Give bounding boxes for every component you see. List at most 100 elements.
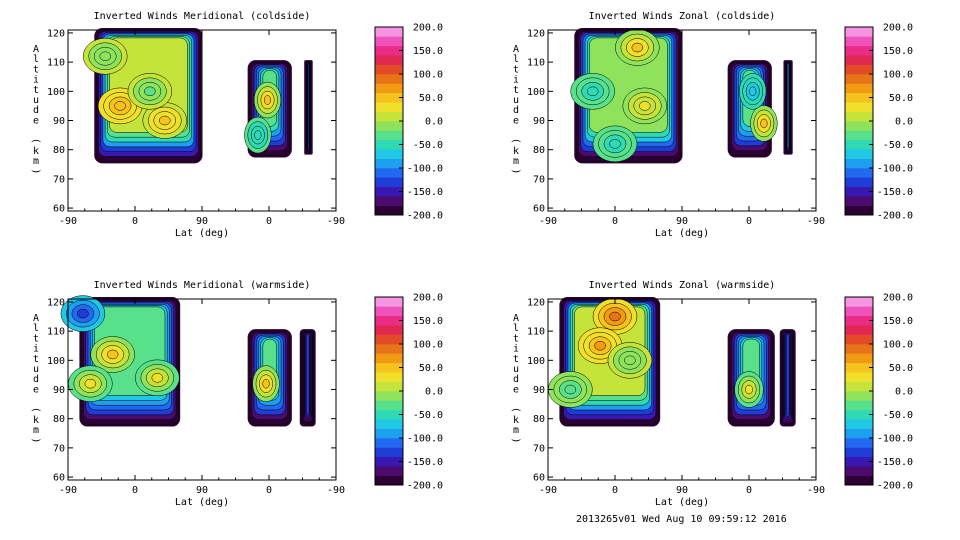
colorbar-segment bbox=[845, 475, 873, 486]
contour-panel-1: Inverted Winds Meridional (coldside) -90 0… bbox=[30, 11, 443, 239]
colorbar-segment bbox=[845, 447, 873, 458]
y-tick-label: 80 bbox=[53, 414, 65, 425]
y-axis-label-char: l bbox=[513, 54, 519, 65]
contour-feature bbox=[159, 115, 171, 126]
contour-panel-4: Inverted Winds Zonal (warmside) -90 0 90 0 -9… bbox=[510, 280, 913, 508]
y-tick-label: 100 bbox=[47, 356, 65, 367]
y-tick-label: 90 bbox=[533, 116, 545, 127]
colorbar-segment bbox=[375, 409, 403, 420]
colorbar-segment bbox=[845, 362, 873, 373]
contour-feature bbox=[639, 101, 651, 111]
y-tick-label: 80 bbox=[53, 145, 65, 156]
colorbar-segment bbox=[845, 111, 873, 122]
colorbar-segment bbox=[375, 158, 403, 169]
y-axis-label-char: d bbox=[513, 374, 519, 385]
colorbar-segment bbox=[845, 325, 873, 335]
contour-feature bbox=[749, 86, 757, 97]
y-axis-label-char: i bbox=[513, 344, 519, 355]
colorbar-segment bbox=[375, 381, 403, 392]
y-tick-label: 110 bbox=[527, 327, 545, 338]
colorbar-segment bbox=[845, 168, 873, 178]
x-tick-label: 0 bbox=[612, 485, 618, 496]
contour-feature bbox=[151, 373, 164, 383]
y-axis-label-char: ) bbox=[30, 168, 41, 174]
contour-feature bbox=[609, 311, 621, 322]
y-tick-label: 60 bbox=[533, 204, 545, 215]
colorbar-tick-label: -50.0 bbox=[413, 140, 443, 151]
y-tick-label: 90 bbox=[53, 116, 65, 127]
colorbar-segment bbox=[375, 196, 403, 206]
contour-region-3 bbox=[304, 60, 313, 155]
contour-feature bbox=[631, 42, 644, 53]
y-axis-label-char: k bbox=[513, 415, 519, 426]
y-axis-label-char: e bbox=[33, 384, 39, 395]
x-tick-label: -90 bbox=[327, 216, 345, 227]
y-axis-label-char: ) bbox=[510, 437, 521, 443]
y-axis-label-char: e bbox=[513, 115, 519, 126]
colorbar-tick-label: -100.0 bbox=[407, 164, 443, 175]
colorbar-segment bbox=[375, 27, 403, 37]
y-axis-label-char: l bbox=[513, 323, 519, 334]
colorbar-segment bbox=[845, 74, 873, 84]
y-axis-label-char: u bbox=[33, 364, 39, 375]
colorbar-tick-label: 100.0 bbox=[883, 340, 913, 351]
x-tick-label: -90 bbox=[327, 485, 345, 496]
y-axis-label-char: t bbox=[33, 85, 39, 96]
colorbar-segment bbox=[845, 139, 873, 150]
contour-feature bbox=[263, 95, 272, 105]
colorbar-tick-label: 200.0 bbox=[883, 23, 913, 34]
colorbar-segment bbox=[375, 121, 403, 131]
y-axis-label-char: u bbox=[513, 364, 519, 375]
contour-feature bbox=[760, 118, 768, 129]
contour-field bbox=[570, 28, 793, 164]
colorbar-tick-label: 150.0 bbox=[413, 316, 443, 327]
colorbar-segment bbox=[375, 456, 403, 467]
x-axis-label: Lat (deg) bbox=[655, 228, 709, 239]
colorbar-segment bbox=[375, 400, 403, 411]
y-axis-label-char: t bbox=[513, 64, 519, 75]
contour-region-3 bbox=[299, 329, 316, 427]
colorbar-segment bbox=[375, 83, 403, 94]
y-tick-label: 100 bbox=[527, 87, 545, 98]
y-tick-label: 60 bbox=[53, 473, 65, 484]
colorbar-segment bbox=[375, 315, 403, 326]
contour-field bbox=[82, 28, 313, 164]
y-axis-label-char: m bbox=[513, 156, 519, 167]
y-axis-label-char: d bbox=[33, 374, 39, 385]
x-tick-label: 0 bbox=[612, 216, 618, 227]
colorbar-tick-label: 50.0 bbox=[889, 93, 913, 104]
colorbar-tick-label: -150.0 bbox=[407, 187, 443, 198]
contour-region-2 bbox=[244, 60, 292, 158]
contour-panel-3: Inverted Winds Meridional (warmside) -90 0… bbox=[30, 280, 443, 508]
x-tick-label: -90 bbox=[807, 216, 825, 227]
colorbar-tick-label: 100.0 bbox=[413, 70, 443, 81]
colorbar-segment bbox=[375, 102, 403, 112]
contour-feature bbox=[745, 384, 753, 395]
y-axis-label-char: ( bbox=[510, 138, 521, 144]
y-tick-label: 80 bbox=[533, 145, 545, 156]
contour-feature bbox=[144, 86, 156, 97]
y-tick-label: 70 bbox=[533, 443, 545, 454]
colorbar-segment bbox=[845, 334, 873, 345]
colorbar-segment bbox=[375, 64, 403, 75]
contour-feature bbox=[99, 51, 111, 62]
contour-band bbox=[307, 62, 310, 150]
colorbar-tick-label: -50.0 bbox=[413, 410, 443, 421]
y-axis-label-char: i bbox=[33, 344, 39, 355]
colorbar-segment bbox=[845, 205, 873, 216]
colorbar-tick-label: 150.0 bbox=[883, 316, 913, 327]
y-tick-label: 120 bbox=[47, 28, 65, 39]
colorbar-tick-label: -150.0 bbox=[407, 457, 443, 468]
y-axis-label-char: ( bbox=[510, 407, 521, 413]
colorbar: 200.0 150.0 100.0 50.0 0.0 -50.0 -100.0 -150.0 -… bbox=[374, 293, 443, 492]
y-tick-label: 120 bbox=[527, 297, 545, 308]
colorbar-segment bbox=[845, 64, 873, 75]
colorbar-tick-label: 200.0 bbox=[413, 23, 443, 34]
contour-feature bbox=[114, 101, 126, 111]
y-tick-label: 120 bbox=[527, 28, 545, 39]
colorbar-segment bbox=[845, 306, 873, 317]
x-tick-label: 0 bbox=[266, 216, 272, 227]
colorbar-segment bbox=[845, 428, 873, 439]
contour-feature bbox=[84, 378, 97, 389]
